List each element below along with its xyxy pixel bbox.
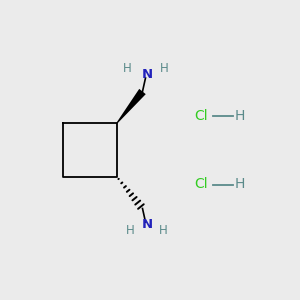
Text: H: H [235, 109, 245, 122]
Text: Cl: Cl [194, 109, 208, 122]
Polygon shape [116, 89, 146, 123]
Text: H: H [123, 62, 132, 76]
Text: H: H [160, 62, 169, 76]
Text: N: N [141, 68, 153, 82]
Text: N: N [141, 218, 153, 232]
Text: H: H [235, 178, 245, 191]
Text: H: H [159, 224, 168, 238]
Text: Cl: Cl [194, 178, 208, 191]
Text: H: H [126, 224, 135, 238]
